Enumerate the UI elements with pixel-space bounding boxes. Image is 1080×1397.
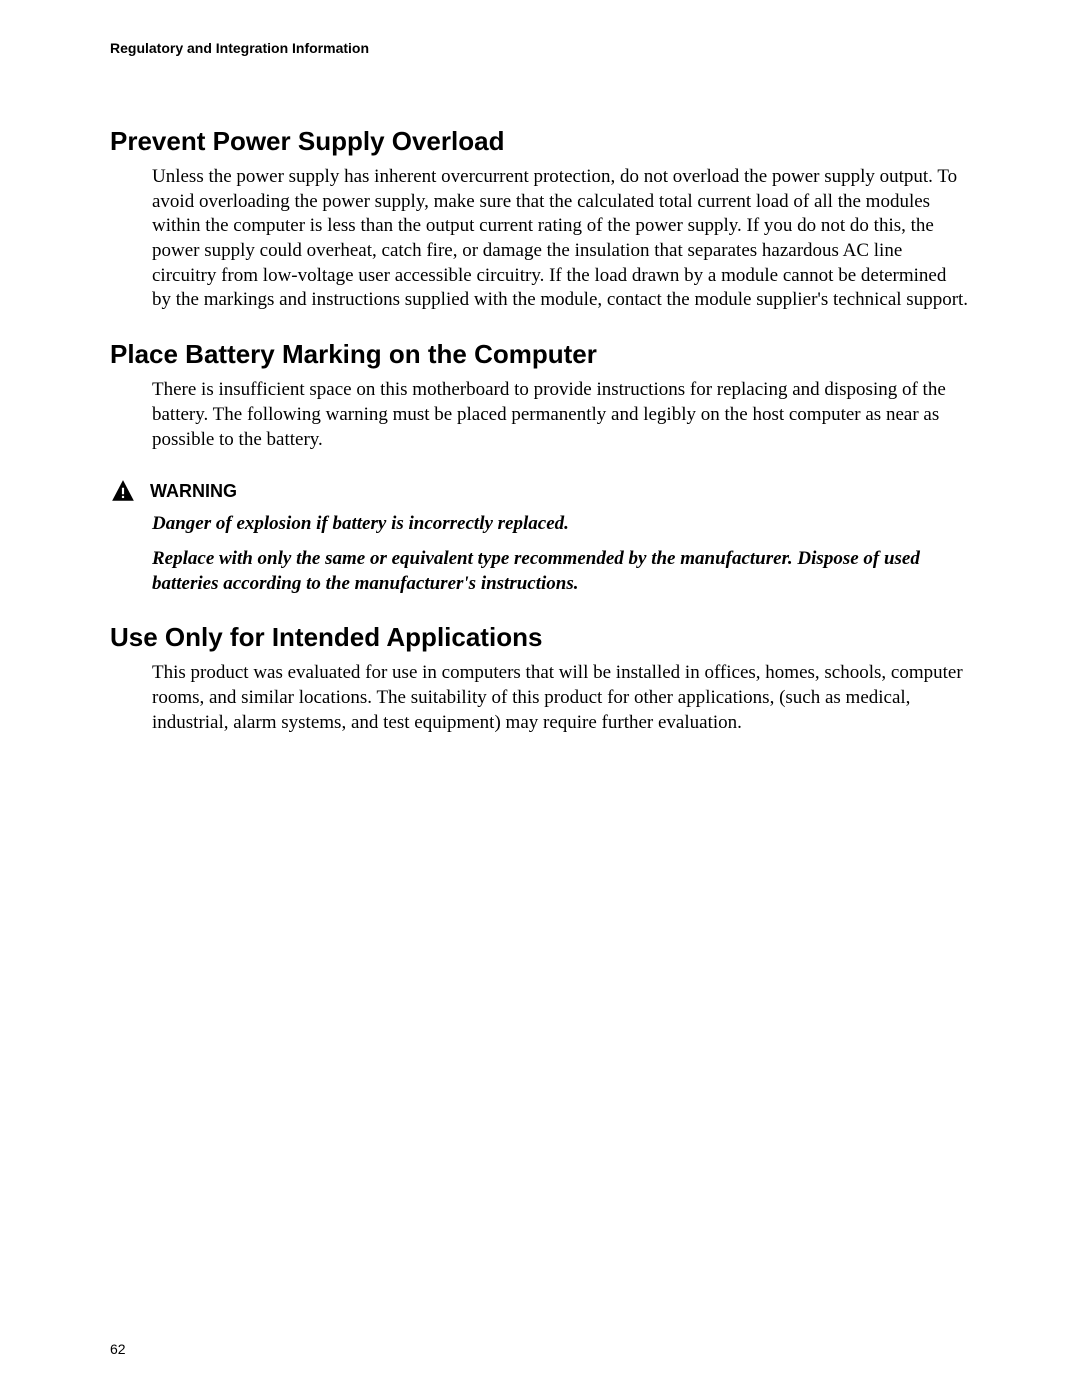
page-number: 62 [110,1341,126,1357]
warning-header: WARNING [110,478,970,504]
section-heading-power-supply: Prevent Power Supply Overload [110,126,970,157]
warning-text-line-1: Danger of explosion if battery is incorr… [152,512,970,537]
section-body-intended-applications: This product was evaluated for use in co… [152,661,970,735]
document-page: Regulatory and Integration Information P… [0,0,1080,1397]
section-heading-battery-marking: Place Battery Marking on the Computer [110,339,970,370]
section-body-battery-marking: There is insufficient space on this moth… [152,378,970,452]
section-body-power-supply: Unless the power supply has inherent ove… [152,165,970,313]
warning-text-line-2: Replace with only the same or equivalent… [152,547,970,596]
running-head: Regulatory and Integration Information [110,40,970,56]
warning-label: WARNING [150,481,237,502]
warning-block: WARNING Danger of explosion if battery i… [110,478,970,596]
section-heading-intended-applications: Use Only for Intended Applications [110,622,970,653]
warning-triangle-icon [110,478,136,504]
